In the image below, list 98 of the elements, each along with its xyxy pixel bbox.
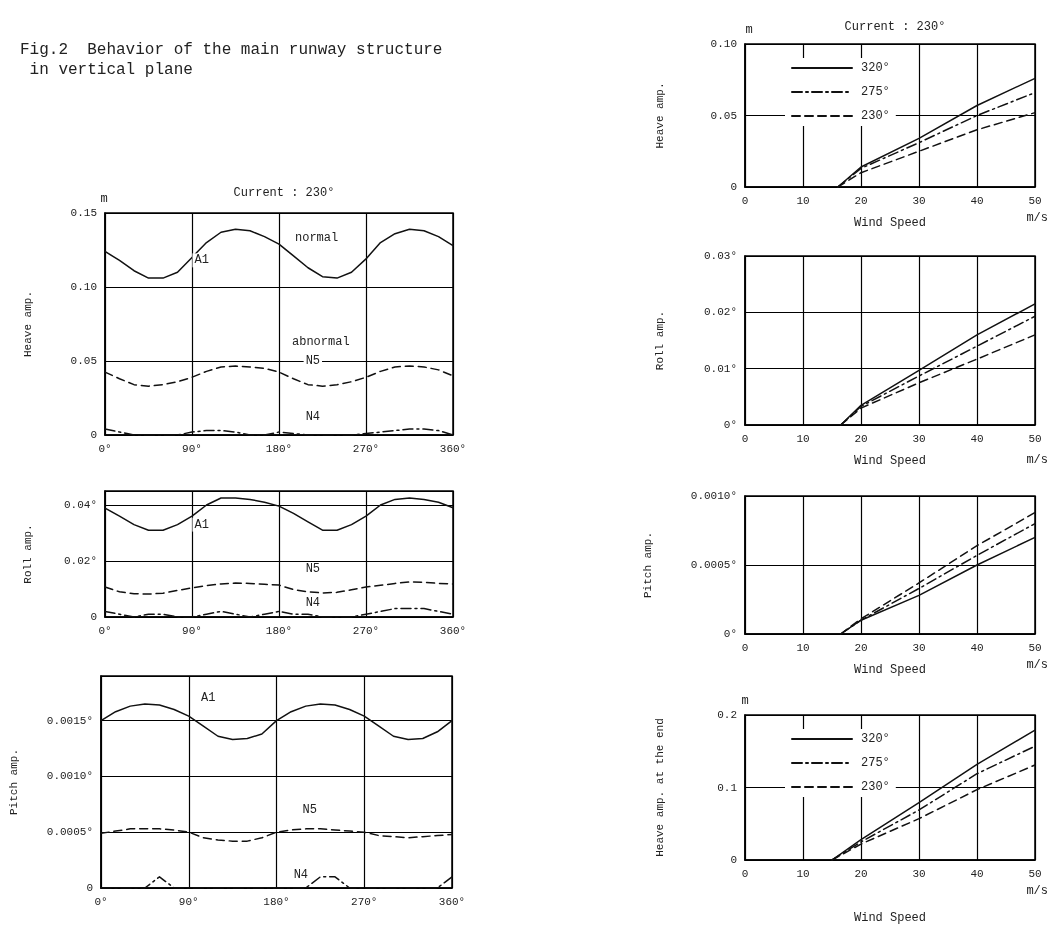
legend-label: 230° — [861, 109, 890, 123]
annotation: A1 — [194, 253, 209, 268]
y-axis-title: Heave amp. — [653, 82, 666, 149]
y-tick-label: 0.03° — [703, 250, 737, 262]
y-tick-label: 0 — [730, 181, 737, 193]
y-tick-label: 0.01° — [703, 362, 737, 375]
x-tick-label: 0 — [741, 432, 749, 445]
x-tick-label: 270° — [351, 895, 378, 908]
annotation: N5 — [302, 802, 317, 817]
x-tick-label: 30 — [912, 641, 926, 654]
x-tick-label: 180° — [265, 624, 293, 637]
annotation: N5 — [305, 354, 321, 368]
x-tick-label: 360° — [439, 624, 467, 637]
annotation: N4 — [305, 596, 321, 610]
x-tick-label: 50 — [1028, 194, 1042, 207]
x-axis-title: Wind Speed — [853, 454, 927, 468]
x-tick-label: 40 — [970, 432, 984, 445]
x-tick-label: 10 — [796, 641, 810, 654]
annotation: N4 — [305, 410, 321, 425]
text: m/s — [1026, 211, 1048, 225]
chart-title: Current : 230° — [844, 20, 946, 34]
x-tick-label: 270° — [352, 442, 380, 455]
y-tick-label: 0.04° — [63, 499, 97, 511]
x-tick-label: 50 — [1028, 867, 1042, 880]
x-axis-title: Wind Speed — [853, 911, 927, 925]
text: m — [100, 192, 108, 206]
annotation: N5 — [305, 562, 321, 577]
y-axis-title: Heave amp. — [21, 290, 34, 358]
x-tick-label: 50 — [1028, 432, 1042, 445]
y-tick-label: 0.02° — [63, 555, 97, 567]
y-tick-label: 0.05 — [70, 355, 97, 367]
y-tick-label: 0.0005° — [46, 826, 93, 839]
x-tick-label: 0 — [741, 194, 749, 207]
y-tick-label: 0.10 — [710, 38, 737, 50]
y-tick-label: 0 — [86, 882, 93, 894]
legend-label: 275° — [861, 85, 890, 99]
x-tick-label: 0° — [98, 442, 112, 455]
y-axis-title: Pitch amp. — [7, 748, 20, 816]
text: m/s — [1026, 658, 1048, 672]
y-tick-label: 0.2 — [717, 709, 737, 721]
y-tick-label: 0.0010° — [690, 490, 737, 502]
x-tick-label: 20 — [854, 432, 868, 445]
x-tick-label: 0 — [741, 867, 749, 880]
x-axis-title: Wind Speed — [853, 663, 927, 677]
y-tick-label: 0.0015° — [46, 714, 93, 727]
x-tick-label: 270° — [352, 624, 380, 637]
annotation: N4 — [293, 867, 309, 882]
x-tick-label: 20 — [854, 194, 868, 207]
y-axis-title: Roll amp. — [653, 310, 666, 371]
x-tick-label: 40 — [970, 867, 984, 880]
x-tick-label: 90° — [182, 442, 202, 455]
x-tick-label: 180° — [263, 895, 290, 908]
x-tick-label: 30 — [912, 194, 926, 207]
x-tick-label: 90° — [178, 895, 199, 908]
y-tick-label: 0 — [90, 611, 97, 623]
x-tick-label: 360° — [438, 895, 466, 908]
annotation: A1 — [194, 517, 209, 532]
y-tick-label: 0.1 — [717, 781, 738, 794]
x-tick-label: 20 — [854, 867, 868, 880]
x-tick-label: 10 — [796, 194, 810, 207]
y-axis-title: Heave amp. at the end — [653, 718, 666, 857]
chart-subtitle: Current : 230° — [233, 186, 335, 200]
annotation: normal — [295, 231, 339, 245]
x-axis-title: Wind Speed — [853, 216, 927, 230]
x-tick-label: 90° — [182, 624, 202, 637]
annotation: A1 — [201, 691, 216, 706]
y-tick-label: 0.15 — [70, 207, 97, 219]
y-tick-label: 0.0010° — [46, 770, 93, 783]
x-tick-label: 0° — [98, 624, 112, 637]
text: m/s — [1026, 453, 1048, 467]
legend-label: 275° — [861, 756, 890, 770]
y-tick-label: 0.0005° — [690, 559, 737, 571]
x-tick-label: 360° — [439, 442, 467, 455]
y-tick-label: 0.05 — [710, 109, 737, 122]
y-axis-title: Pitch amp. — [641, 531, 654, 599]
text: m — [741, 694, 749, 708]
x-tick-label: 0 — [741, 641, 749, 654]
x-tick-label: 20 — [854, 641, 868, 654]
x-tick-label: 40 — [970, 194, 984, 207]
legend-label: 320° — [861, 732, 890, 746]
y-axis-title: Roll amp. — [21, 524, 34, 584]
y-tick-label: 0.10 — [70, 281, 97, 293]
annotation: abnormal — [292, 335, 350, 349]
x-tick-label: 30 — [912, 867, 926, 880]
x-tick-label: 10 — [796, 867, 810, 880]
text: m/s — [1026, 884, 1048, 898]
y-tick-label: 0° — [723, 419, 737, 431]
x-tick-label: 10 — [796, 432, 810, 445]
legend-label: 230° — [861, 780, 890, 794]
legend-label: 320° — [861, 61, 890, 75]
y-tick-label: 0 — [730, 854, 737, 866]
x-tick-label: 50 — [1028, 641, 1042, 654]
y-tick-label: 0.02° — [703, 306, 737, 319]
x-tick-label: 30 — [912, 432, 926, 445]
chart-title: Fig.2 Behavior of the main runway structure in vertical plane — [20, 41, 443, 79]
text: m — [745, 23, 753, 37]
x-tick-label: 40 — [970, 641, 984, 654]
x-tick-label: 180° — [265, 442, 293, 455]
